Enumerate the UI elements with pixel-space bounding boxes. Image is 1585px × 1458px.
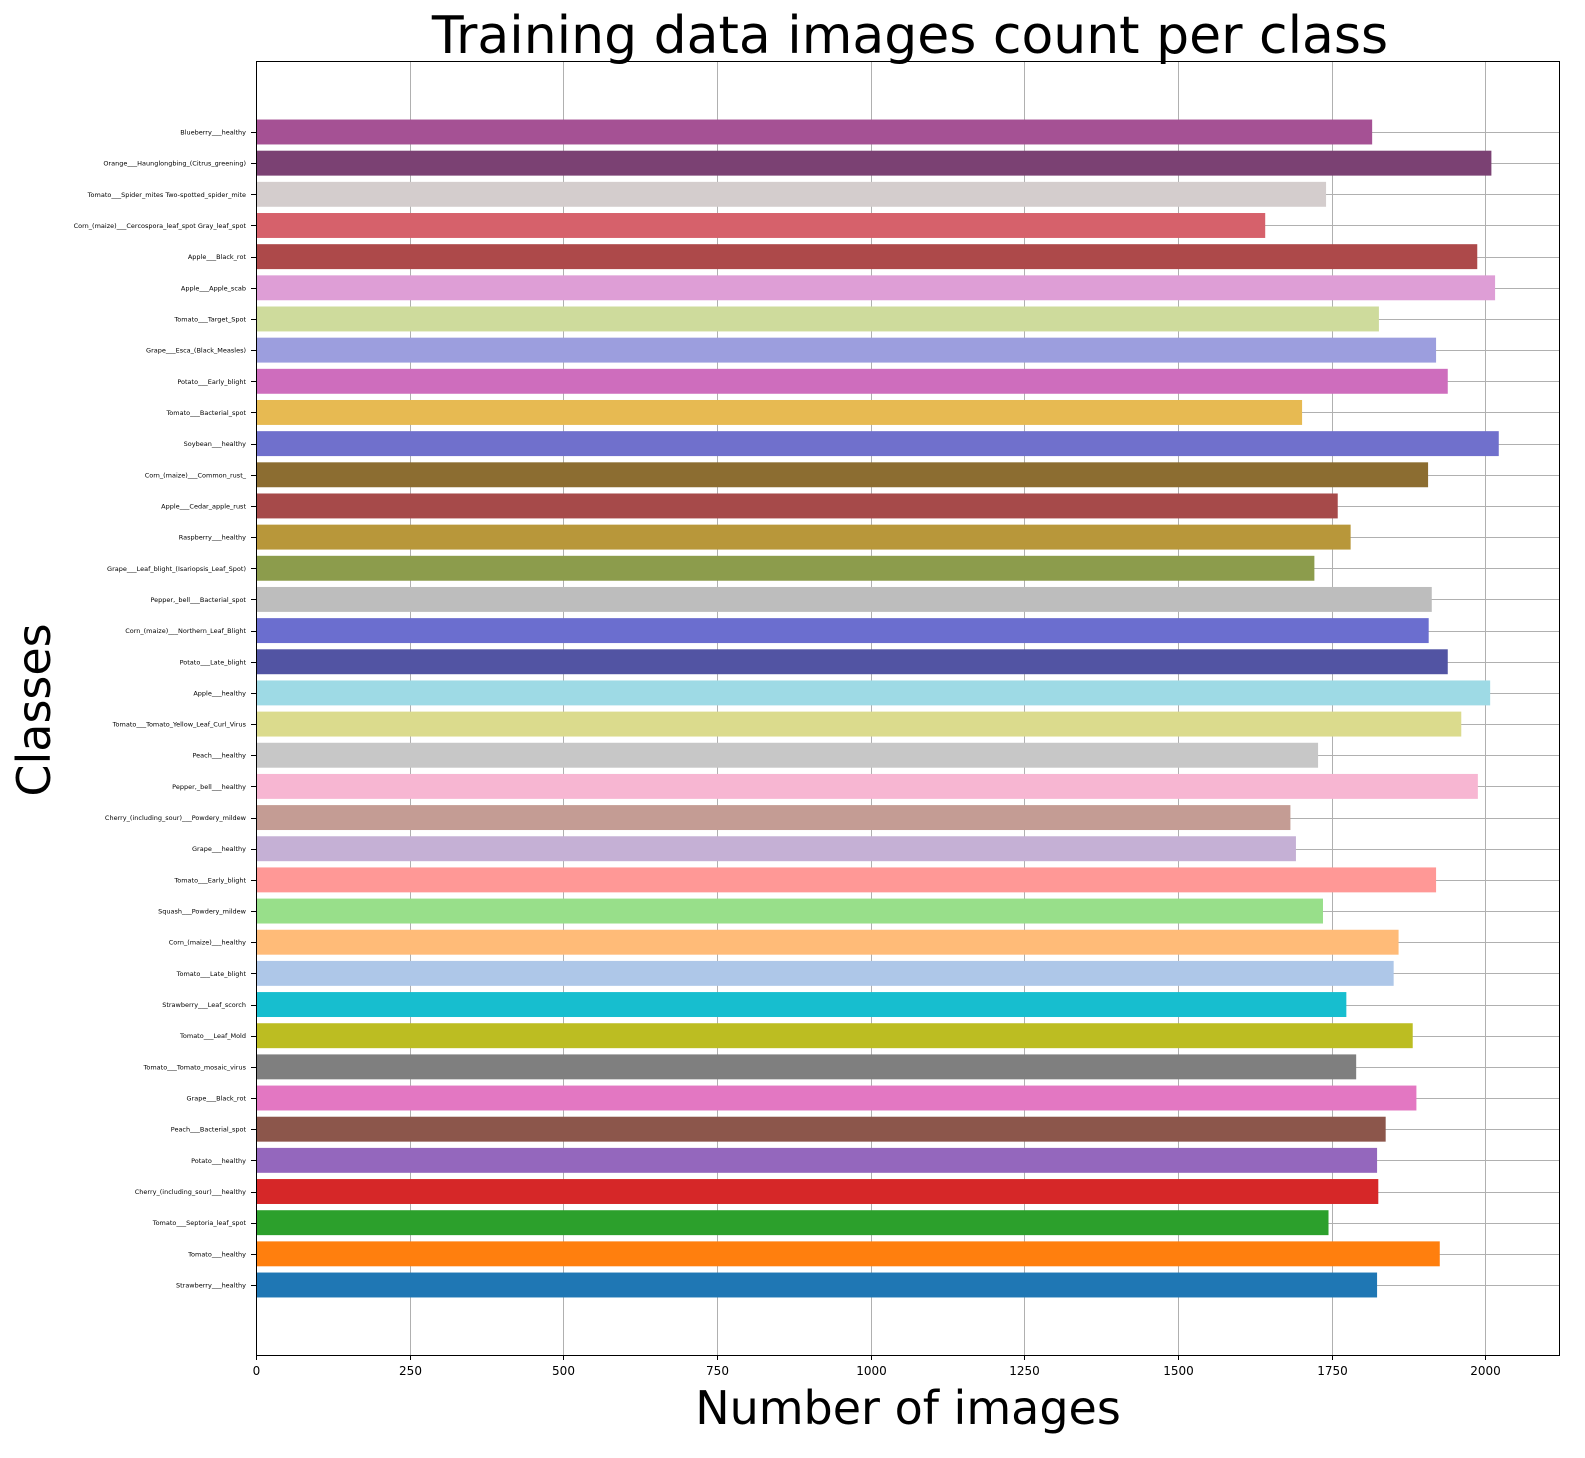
- y-tick-label: Apple___healthy: [193, 689, 246, 697]
- y-tick-label: Pepper,_bell___healthy: [172, 783, 246, 791]
- bar: [256, 773, 1478, 799]
- bar: [256, 493, 1338, 519]
- y-tick-label: Potato___Early_blight: [177, 378, 246, 386]
- y-tick-label: Tomato___Spider_mites Two-spotted_spider…: [87, 191, 246, 199]
- bar: [256, 960, 1394, 986]
- y-tick-label: Tomato___Bacterial_spot: [165, 409, 246, 417]
- bar: [256, 742, 1319, 768]
- bar: [256, 1023, 1413, 1049]
- bar: [256, 555, 1315, 581]
- y-tick-label: Squash___Powdery_mildew: [158, 908, 247, 916]
- y-tick-label: Orange___Haunglongbing_(Citrus_greening): [103, 160, 246, 168]
- y-tick-label: Tomato___Tomato_Yellow_Leaf_Curl_Virus: [112, 721, 247, 729]
- y-tick-label: Grape___Leaf_blight_(Isariopsis_Leaf_Spo…: [107, 565, 246, 573]
- chart-title: Training data images count per class: [431, 6, 1388, 66]
- y-tick-label: Soybean___healthy: [184, 440, 247, 448]
- bar: [256, 618, 1429, 644]
- x-tick-label: 1000: [856, 1364, 887, 1378]
- bar: [256, 929, 1399, 955]
- bar: [256, 1116, 1386, 1142]
- bar: [256, 1272, 1378, 1298]
- bars: [256, 119, 1499, 1298]
- bar: [256, 836, 1296, 862]
- x-tick-label: 0: [253, 1364, 261, 1378]
- plot-frame: [256, 61, 1560, 1356]
- bar: [256, 1147, 1378, 1173]
- x-tick-label: 250: [399, 1364, 422, 1378]
- y-tick-label: Peach___Bacterial_spot: [171, 1126, 247, 1134]
- bar: [256, 431, 1499, 457]
- y-tick-label: Peach___healthy: [192, 752, 246, 760]
- x-tick-label: 1500: [1163, 1364, 1194, 1378]
- x-tick-label: 1750: [1317, 1364, 1348, 1378]
- bar: [256, 368, 1448, 394]
- bar: [256, 586, 1432, 612]
- y-tick-label: Strawberry___Leaf_scorch: [162, 1001, 246, 1009]
- y-tick-label: Cherry_(including_sour)___Powdery_mildew: [105, 814, 247, 822]
- y-tick-label: Tomato___Tomato_mosaic_virus: [142, 1063, 246, 1071]
- y-tick-label: Corn_(maize)___Common_rust_: [145, 471, 247, 479]
- bar: [256, 711, 1462, 737]
- bar: [256, 181, 1327, 207]
- y-tick-label: Tomato___Late_blight: [176, 970, 247, 978]
- x-tick-label: 1250: [1009, 1364, 1040, 1378]
- y-axis-label: Classes: [7, 623, 61, 796]
- y-tick-label: Apple___Black_rot: [188, 253, 247, 261]
- y-tick-label: Blueberry___healthy: [180, 129, 246, 137]
- y-tick-label: Potato___healthy: [191, 1157, 246, 1165]
- bar: [256, 244, 1478, 270]
- y-tick-label: Tomato___Target_Spot: [173, 315, 246, 323]
- bar: [256, 649, 1448, 675]
- y-tick-label: Grape___healthy: [192, 845, 246, 853]
- bar: [256, 1054, 1357, 1080]
- y-tick-label: Corn_(maize)___Northern_Leaf_Blight: [125, 627, 246, 635]
- bar: [256, 805, 1291, 831]
- bar: [256, 524, 1351, 550]
- y-tick-label: Tomato___Leaf_Mold: [179, 1032, 246, 1040]
- x-axis-label: Number of images: [695, 1381, 1121, 1435]
- x-axis-ticks: 0 250 500 750 1000 1250 1500 1750 2000: [253, 1355, 1501, 1378]
- y-tick-label: Corn_(maize)___Cercospora_leaf_spot Gray…: [74, 222, 247, 230]
- y-tick-label: Pepper,_bell___Bacterial_spot: [150, 596, 246, 604]
- bar: [256, 1179, 1379, 1204]
- x-tick-label: 750: [706, 1364, 729, 1378]
- y-tick-label: Tomato___Septoria_leaf_spot: [152, 1219, 247, 1227]
- y-tick-label: Tomato___healthy: [187, 1250, 246, 1258]
- y-tick-label: Apple___Apple_scab: [181, 284, 246, 292]
- bar: [256, 399, 1303, 425]
- bar: [256, 1210, 1329, 1236]
- y-tick-label: Corn_(maize)___healthy: [169, 939, 246, 947]
- bar: [256, 462, 1429, 488]
- y-tick-label: Strawberry___healthy: [176, 1282, 246, 1290]
- bar: [256, 150, 1492, 176]
- bar: [256, 680, 1491, 706]
- bar: [256, 275, 1496, 301]
- bar: [256, 992, 1347, 1018]
- x-tick-label: 500: [552, 1364, 575, 1378]
- y-tick-label: Grape___Black_rot: [187, 1095, 247, 1103]
- y-tick-label: Raspberry___healthy: [179, 534, 246, 542]
- bar: [256, 306, 1379, 332]
- bar: [256, 1085, 1417, 1111]
- bar: [256, 213, 1266, 238]
- bar: [256, 898, 1323, 924]
- y-axis-ticks: Strawberry___healthy Tomato___healthy Toma…: [74, 129, 256, 1290]
- bar: [256, 337, 1437, 363]
- x-tick-label: 2000: [1470, 1364, 1501, 1378]
- bar: [256, 119, 1373, 145]
- y-tick-label: Cherry_(including_sour)___healthy: [135, 1188, 246, 1196]
- y-tick-label: Apple___Cedar_apple_rust: [161, 502, 246, 510]
- bar: [256, 1241, 1440, 1267]
- y-tick-label: Potato___Late_blight: [180, 658, 247, 666]
- bar: [256, 867, 1437, 893]
- y-tick-label: Tomato___Early_blight: [173, 876, 246, 884]
- y-tick-label: Grape___Esca_(Black_Measles): [146, 347, 246, 355]
